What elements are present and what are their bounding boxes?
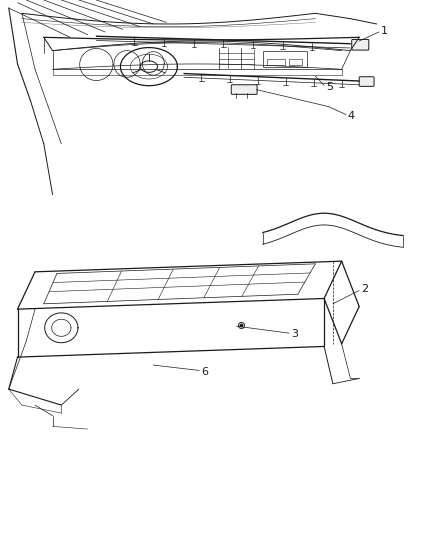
Text: 2: 2 bbox=[361, 284, 368, 294]
Text: 6: 6 bbox=[201, 367, 208, 376]
Bar bbox=[263, 51, 307, 67]
FancyBboxPatch shape bbox=[352, 39, 369, 50]
Text: 1: 1 bbox=[381, 26, 388, 36]
FancyBboxPatch shape bbox=[359, 77, 374, 86]
FancyBboxPatch shape bbox=[231, 85, 257, 94]
Bar bbox=[267, 59, 285, 65]
Text: 4: 4 bbox=[348, 111, 355, 121]
Text: 3: 3 bbox=[291, 329, 298, 339]
Text: 5: 5 bbox=[326, 83, 333, 92]
Bar bbox=[289, 59, 302, 65]
